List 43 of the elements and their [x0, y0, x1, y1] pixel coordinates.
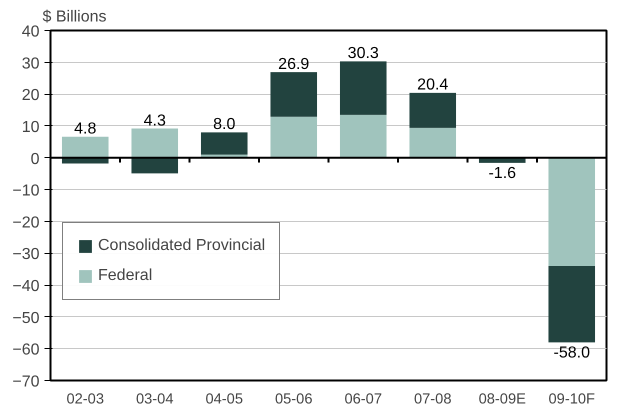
x-tick-label: 02-03	[66, 392, 104, 408]
bar	[270, 116, 318, 158]
y-tick-label: −70	[12, 374, 40, 390]
y-tick-label: 10	[22, 118, 40, 136]
bar	[131, 128, 178, 158]
bar	[340, 114, 387, 158]
y-tick-label: −30	[12, 246, 40, 264]
x-tick-label: 08-09E	[478, 392, 526, 408]
y-tick-label: −60	[12, 342, 40, 359]
total-label: 4.3	[144, 112, 166, 130]
bar	[200, 132, 248, 155]
y-tick-label: −50	[12, 310, 40, 327]
x-tick-label: 05-06	[275, 392, 313, 408]
bar	[548, 158, 596, 266]
y-tick-label: −10	[12, 182, 40, 200]
total-label: 26.9	[278, 56, 310, 73]
bar	[548, 266, 596, 342]
y-tick-label: −40	[12, 278, 40, 296]
y-tick-label: 20	[22, 87, 40, 104]
total-label: 30.3	[348, 45, 379, 62]
total-label: 20.4	[417, 76, 448, 94]
y-tick-label: 30	[22, 55, 40, 72]
bar	[131, 158, 178, 174]
bar	[340, 61, 387, 115]
x-tick-label: 09-10F	[548, 392, 596, 408]
x-tick-label: 07-08	[414, 392, 452, 408]
x-tick-label: 06-07	[344, 392, 382, 408]
bar	[62, 136, 109, 158]
legend-label: Consolidated Provincial	[98, 237, 266, 255]
y-axis-title: $ Billions	[42, 8, 107, 26]
total-label: -1.6	[488, 165, 516, 182]
x-tick-label: 03-04	[136, 392, 174, 408]
y-tick-label: 40	[22, 24, 40, 40]
total-label: -58.0	[554, 344, 590, 362]
y-tick-label: −20	[12, 214, 40, 232]
total-label: 8.0	[213, 116, 236, 134]
x-tick-label: 04-05	[206, 392, 244, 408]
bar	[270, 72, 318, 117]
legend-label: Federal	[98, 267, 152, 285]
bar	[409, 92, 456, 128]
bar	[409, 128, 456, 158]
y-tick-label: 0	[30, 150, 40, 168]
total-label: 4.8	[74, 120, 96, 138]
